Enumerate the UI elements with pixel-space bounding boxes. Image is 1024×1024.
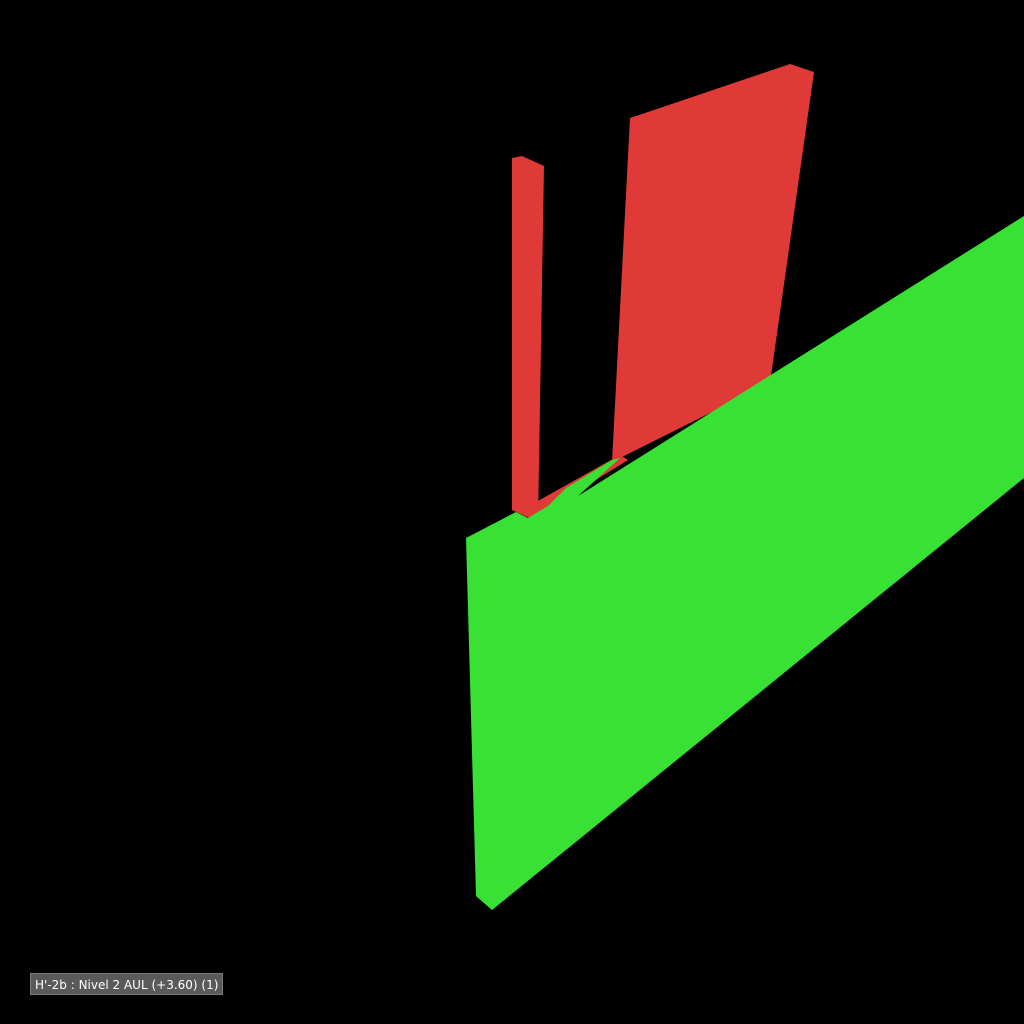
green-slab[interactable] xyxy=(466,216,1024,910)
level-name-label: H'-2b : Nivel 2 AUL (+3.60) (1) xyxy=(30,973,224,995)
red-panel-large[interactable] xyxy=(612,64,814,462)
red-post-narrow[interactable] xyxy=(512,156,544,522)
